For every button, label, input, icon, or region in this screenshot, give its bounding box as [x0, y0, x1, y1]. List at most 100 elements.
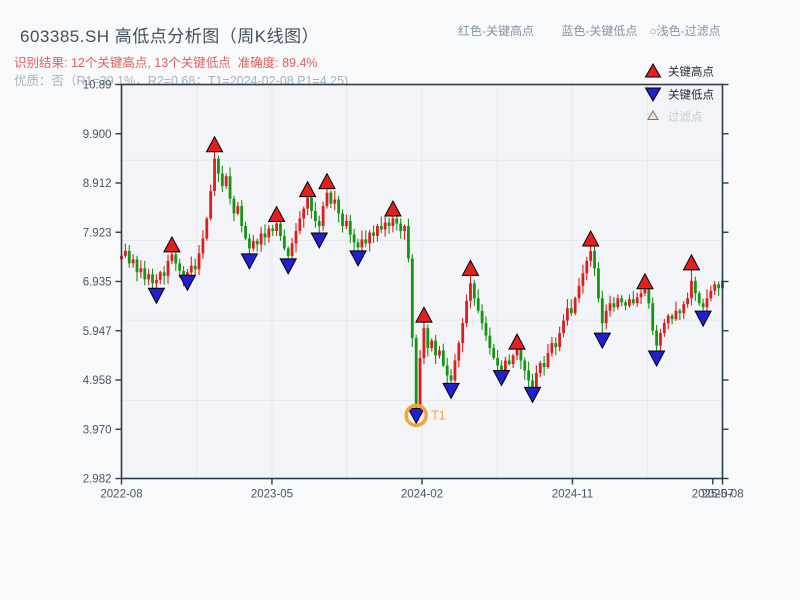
candle-body: [624, 302, 627, 306]
candle-body: [569, 308, 573, 314]
candle-body: [546, 353, 550, 367]
candle-body: [593, 250, 596, 269]
key-high-marker: [163, 235, 181, 253]
x-tick-label: 2023-05: [251, 489, 293, 501]
key-high-marker: [461, 259, 480, 276]
candle-body: [267, 228, 271, 238]
candle-body: [604, 310, 608, 324]
candle-body: [628, 299, 631, 306]
candle-body: [209, 191, 213, 219]
candle-body: [701, 303, 705, 308]
candle-body: [515, 349, 519, 356]
candle-body: [391, 218, 395, 226]
candle-body: [662, 323, 666, 334]
candle-body: [445, 365, 449, 376]
key-high-marker: [318, 172, 336, 190]
candle-body: [376, 225, 379, 236]
axis-tick-labels: 10.89 9.900 8.912 7.923 6.935 5.947 4.958 3.970…: [83, 80, 744, 501]
key-high-marker: [581, 229, 600, 247]
candle-body: [566, 308, 569, 321]
candle-body: [244, 225, 247, 239]
candle-body: [286, 248, 290, 256]
key-low-marker: [442, 382, 460, 400]
candle-body: [709, 290, 713, 299]
candle-body: [647, 289, 651, 304]
candle-body: [325, 192, 329, 207]
candle-body: [488, 335, 492, 349]
candle-body: [228, 176, 232, 199]
candle-body: [503, 360, 507, 371]
candle-body: [158, 272, 162, 280]
key-low-markers: [147, 232, 712, 425]
key-low-marker: [492, 369, 511, 387]
y-tick-label: 6.935: [83, 277, 112, 289]
candle-body: [705, 298, 709, 308]
candle-body: [360, 239, 364, 248]
candle-body: [205, 218, 209, 239]
candle-body: [659, 333, 662, 346]
candle-body: [476, 298, 480, 311]
candle-body: [469, 283, 472, 301]
candle-body: [313, 211, 317, 222]
candle-body: [279, 223, 282, 236]
y-tick-label: 5.947: [83, 326, 112, 338]
candle-body: [523, 360, 527, 371]
candle-body: [449, 375, 453, 381]
candle-body: [554, 343, 558, 348]
candle-body: [472, 283, 476, 299]
candle-body: [527, 370, 531, 381]
candle-body: [682, 304, 686, 314]
legend-key-high-icon: [644, 62, 662, 78]
key-low-marker: [593, 332, 612, 350]
key-high-marker: [384, 199, 402, 217]
candle-body: [310, 197, 313, 212]
candle-body: [306, 197, 310, 209]
candle-body: [511, 355, 515, 365]
t1-circle: [404, 403, 428, 428]
candle-body: [538, 363, 542, 373]
candle-body: [410, 258, 414, 339]
candle-body: [492, 348, 496, 359]
candle-body: [271, 228, 275, 231]
candle-body: [182, 270, 185, 278]
candle-body: [496, 358, 500, 366]
candle-body: [620, 298, 624, 303]
candle-body: [631, 299, 635, 304]
candle-body: [372, 232, 375, 236]
candle-body: [123, 250, 127, 256]
key-low-marker: [407, 407, 426, 425]
candle-body: [302, 208, 306, 219]
candle-body: [294, 230, 298, 244]
candle-body: [674, 310, 678, 320]
candle-body: [290, 243, 294, 256]
candle-body: [337, 199, 341, 214]
key-high-marker: [508, 333, 526, 350]
candle-body: [655, 330, 658, 346]
candle-body: [670, 315, 674, 320]
candle-body: [589, 250, 593, 261]
candle-body: [616, 298, 620, 308]
recognition-result-text: 识别结果: 12个关键高点, 13个关键低点 准确度: 89.4%: [14, 56, 318, 70]
legend-key-low-icon: [644, 87, 662, 103]
key-low-marker: [310, 232, 329, 250]
candle-body: [282, 235, 286, 249]
key-high-marker: [415, 306, 433, 323]
axis-ticks: [115, 83, 729, 485]
key-high-marker: [298, 180, 317, 198]
candle-body: [344, 221, 348, 226]
candle-body: [542, 363, 546, 367]
candle-body: [135, 259, 139, 273]
candle-body: [341, 213, 344, 226]
candle-body: [317, 221, 321, 226]
candle-body: [693, 280, 697, 294]
candle-body: [395, 218, 399, 224]
candle-body: [201, 238, 205, 254]
candle-body: [480, 310, 484, 324]
candle-body: [174, 254, 178, 264]
candle-body: [329, 192, 333, 204]
x-tick-label: 2022-08: [100, 489, 142, 501]
candle-body: [597, 268, 600, 299]
candle-body: [240, 206, 244, 226]
candle-body: [461, 323, 465, 344]
